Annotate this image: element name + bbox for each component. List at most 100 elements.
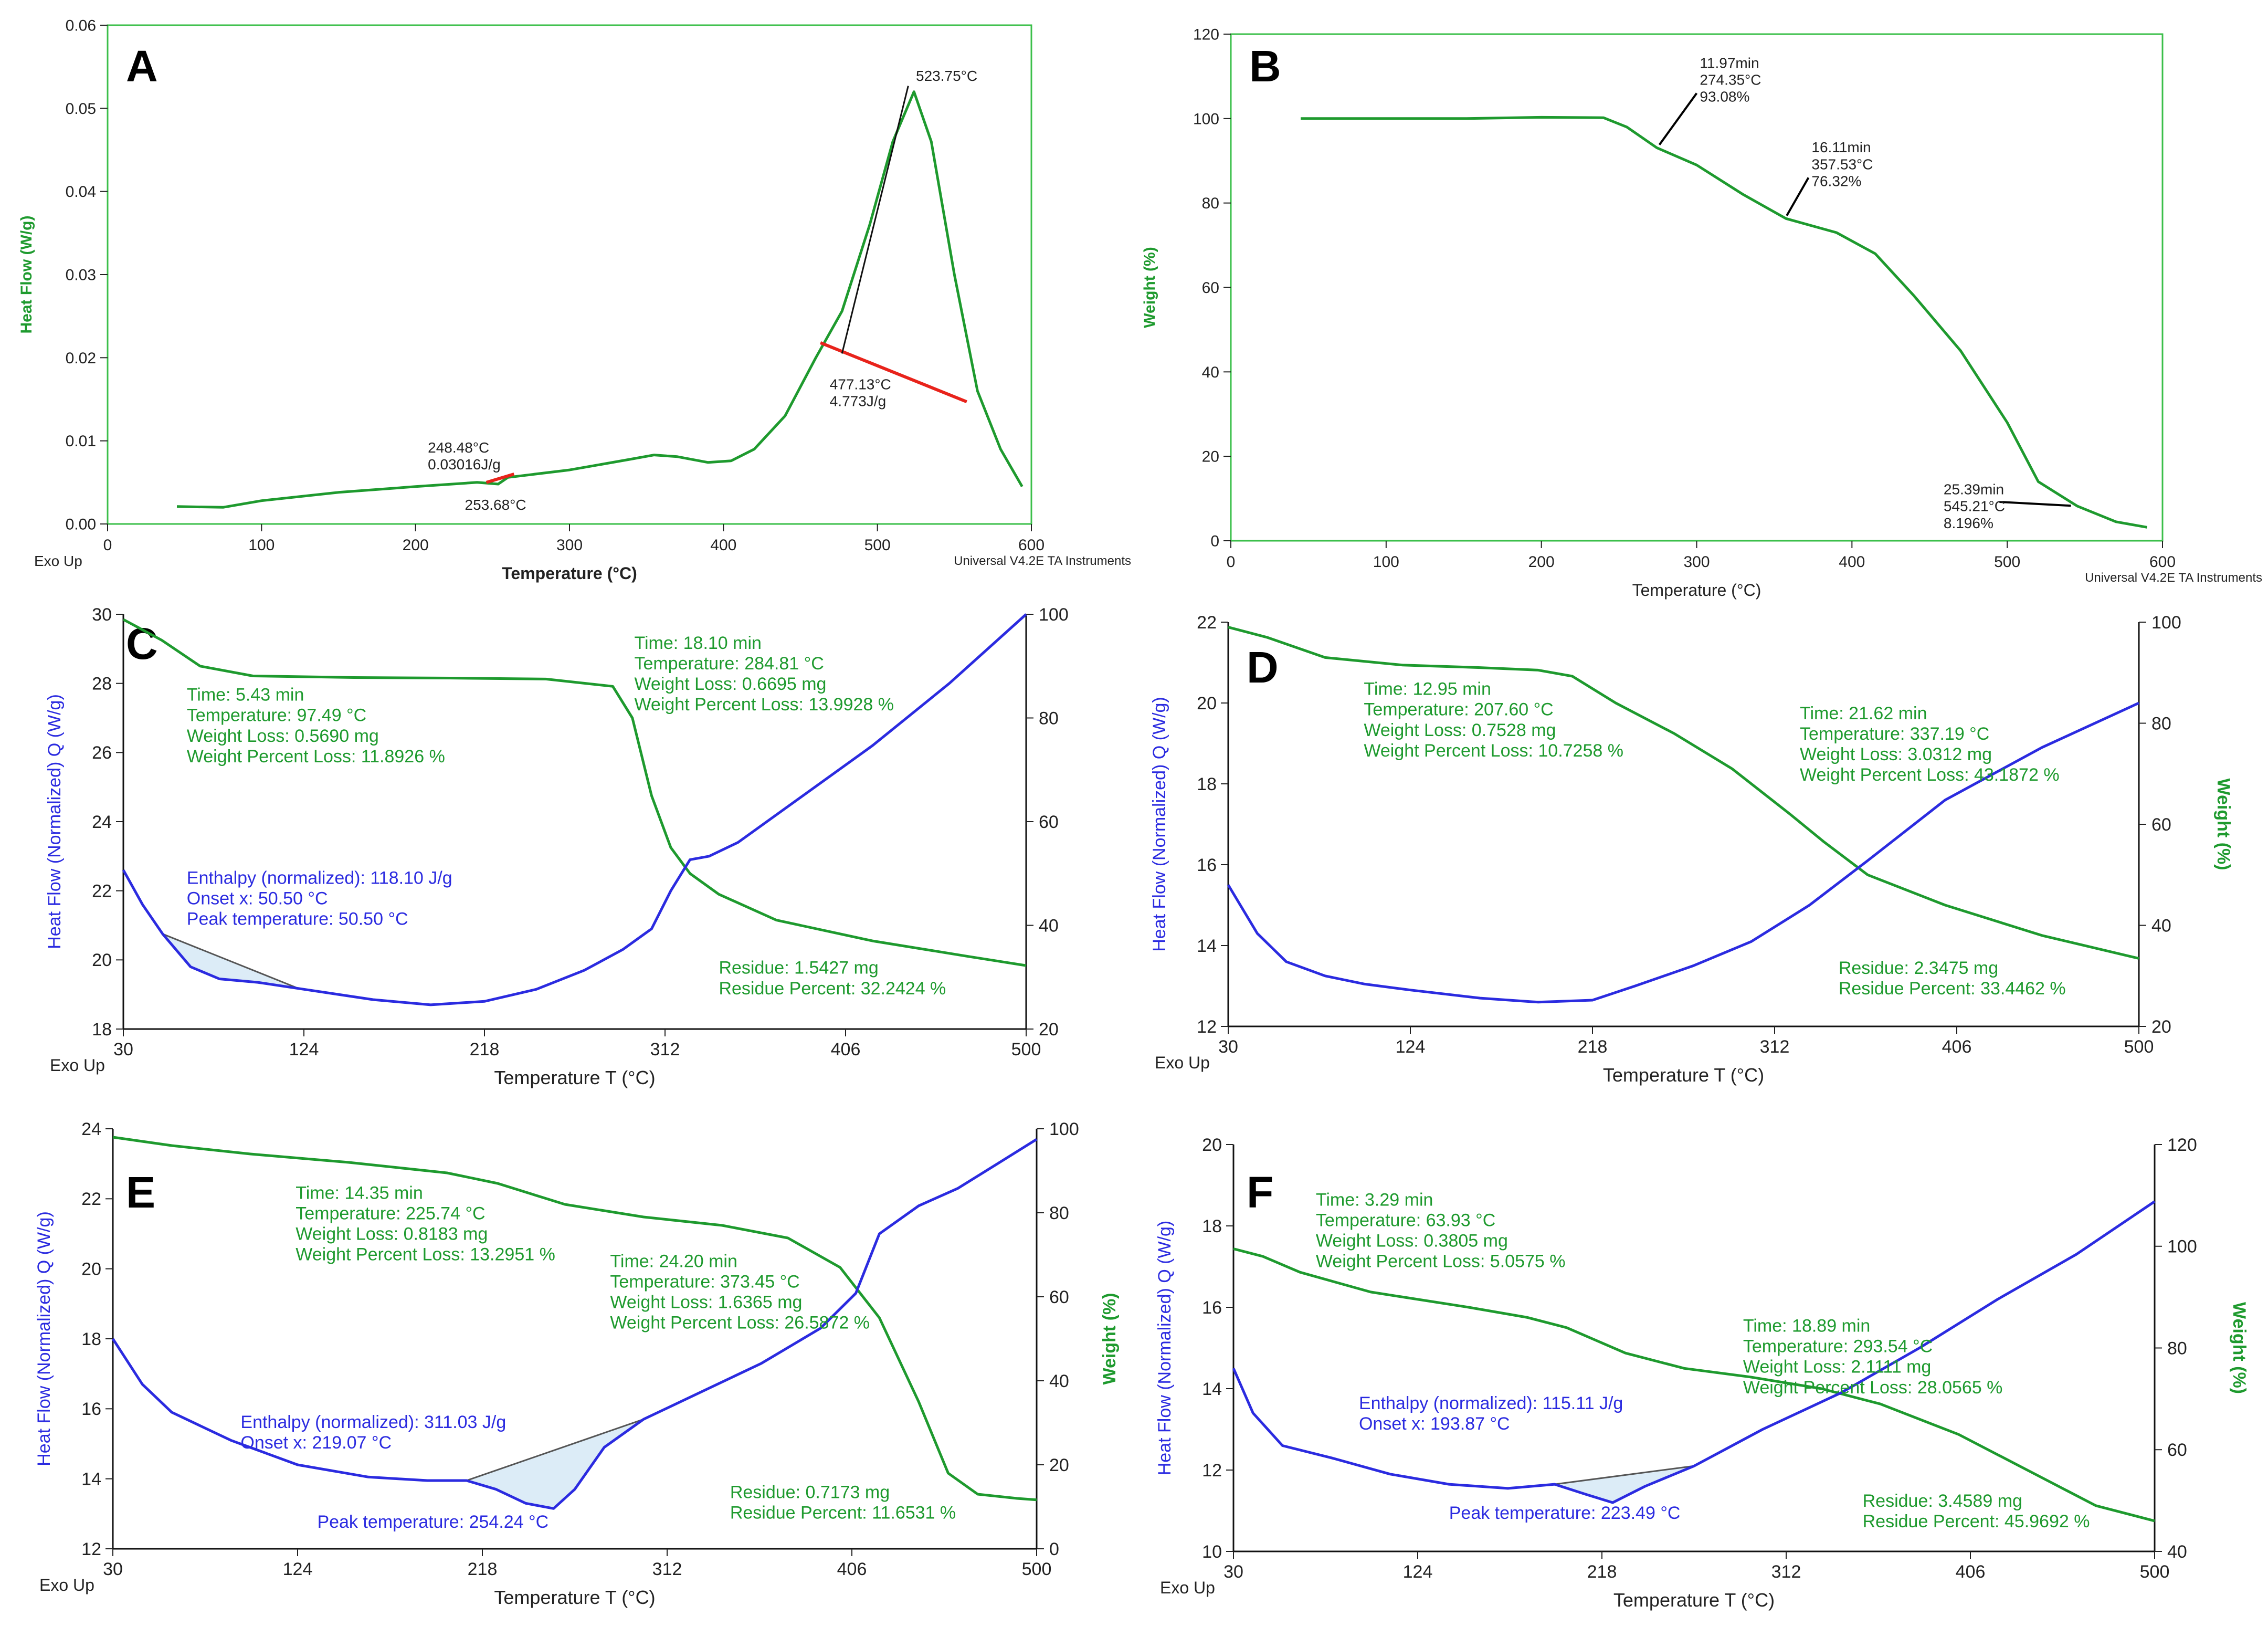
plot-frame (107, 24, 1032, 525)
panel-letter: D (1247, 643, 1279, 692)
panel-c: 30 124 218 312 406 500 18 20 22 24 26 28 30 20 40 60 80 1… (45, 605, 1069, 1088)
x-tick-label: 30 (1223, 1562, 1243, 1582)
y-tick-label: 0.01 (66, 433, 96, 450)
y-tick-label: 16 (81, 1399, 101, 1419)
y-tick-label: 20 (1202, 1135, 1222, 1155)
x-tick-label: 30 (113, 1040, 133, 1059)
y2-tick-label: 80 (2167, 1338, 2187, 1358)
annotation-text: Residue: 1.5427 mg (719, 958, 878, 978)
annotation-arrow (1658, 92, 1698, 145)
y2-axis-label: Weight (%) (1100, 1293, 1120, 1384)
annotation-arrow (1786, 177, 1810, 216)
annotation-text: Enthalpy (normalized): 118.10 J/g (187, 868, 452, 888)
y2-tick-label: 40 (2167, 1542, 2187, 1562)
y-axis-label: Heat Flow (Normalized) Q (W/g) (1155, 1221, 1175, 1476)
y-tick-label: 0.03 (66, 267, 96, 284)
annotation-text: 523.75°C (916, 68, 977, 84)
x-tick-label: 406 (831, 1040, 861, 1059)
annotation-text: Onset x: 193.87 °C (1359, 1414, 1510, 1434)
x-tick-label: 200 (1528, 553, 1555, 571)
annotation-text: Weight Loss: 1.6365 mg (610, 1293, 802, 1313)
series-weight (1233, 1247, 2155, 1523)
x-tick-label: 500 (1022, 1559, 1052, 1579)
exo-up-label: Exo Up (50, 1056, 105, 1075)
y-tick-label: 14 (1202, 1379, 1222, 1399)
annotation-text: Enthalpy (normalized): 115.11 J/g (1359, 1393, 1623, 1413)
y-axis-label: Heat Flow (Normalized) Q (W/g) (34, 1211, 54, 1466)
annotation-text: Time: 21.62 min (1800, 704, 1927, 723)
y2-tick-label: 0 (1049, 1539, 1059, 1559)
annotation-text: Temperature: 284.81 °C (634, 654, 824, 674)
x-tick-label: 312 (1771, 1562, 1801, 1582)
enthalpy-baseline (162, 933, 297, 989)
y-tick-label: 40 (1202, 364, 1219, 381)
y2-tick-label: 40 (2151, 916, 2171, 936)
panel-b: 0 100 200 300 400 500 600 0 20 40 60 80 100 120 Temper… (1141, 26, 2262, 600)
annotation-text: Onset x: 219.07 °C (240, 1433, 392, 1453)
y-tick-label: 18 (1202, 1216, 1222, 1236)
y-axis-label: Weight (%) (1141, 247, 1158, 328)
y2-tick-label: 80 (2151, 713, 2171, 733)
x-tick-label: 100 (1373, 553, 1399, 571)
x-tick-label: 30 (1218, 1037, 1238, 1057)
y-tick-label: 24 (92, 812, 112, 832)
y2-axis-label: Weight (%) (2213, 778, 2233, 870)
annotation-text: Time: 24.20 min (610, 1251, 737, 1271)
annotation-text: Temperature: 373.45 °C (610, 1272, 799, 1292)
x-tick-label: 30 (103, 1559, 123, 1579)
annotation-text: Weight Loss: 3.0312 mg (1800, 744, 1992, 764)
y-tick-label: 26 (92, 743, 112, 763)
y-tick-label: 0.00 (66, 516, 96, 533)
panel-letter: C (126, 619, 158, 668)
x-axis-label: Temperature T (°C) (494, 1587, 655, 1608)
panel-letter: A (126, 41, 158, 91)
x-tick-label: 218 (468, 1559, 498, 1579)
annotation-text: 545.21°C (1944, 498, 2005, 515)
x-tick-label: 312 (652, 1559, 682, 1579)
enthalpy-baseline (466, 1418, 644, 1482)
y-tick-label: 0.06 (66, 17, 96, 35)
x-axis-label: Temperature (°C) (502, 564, 637, 583)
annotation-text: 25.39min (1944, 481, 2004, 498)
annotation-text: Weight Loss: 0.5690 mg (187, 726, 379, 746)
y-tick-label: 60 (1202, 279, 1219, 297)
series-weight (122, 618, 1027, 967)
x-tick-label: 124 (1396, 1037, 1426, 1057)
panel-d: 30 124 218 312 406 500 12 14 16 18 20 22 20 40 60 80 100… (1149, 613, 2233, 1086)
x-tick-label: 500 (864, 537, 891, 554)
y-tick-label: 14 (81, 1470, 101, 1489)
enthalpy-area (1554, 1466, 1694, 1503)
y-tick-label: 18 (81, 1329, 101, 1349)
y-tick-label: 0.05 (66, 100, 96, 118)
annotation-text: Residue: 3.4589 mg (1863, 1491, 2022, 1511)
annotation-text: Temperature: 293.54 °C (1743, 1337, 1933, 1357)
y2-tick-label: 20 (1039, 1020, 1059, 1040)
small-peak-line (486, 473, 515, 484)
enthalpy-area (467, 1419, 644, 1509)
y-tick-label: 0.02 (66, 350, 96, 367)
x-tick-label: 406 (1956, 1562, 1986, 1582)
x-tick-label: 124 (283, 1559, 313, 1579)
annotation-text: Weight Percent Loss: 43.1872 % (1800, 765, 2060, 785)
y2-tick-label: 20 (2151, 1017, 2171, 1037)
annotation-text: Weight Percent Loss: 26.5872 % (610, 1313, 870, 1333)
annotation-text: Time: 14.35 min (296, 1183, 423, 1203)
annotation-text: Residue: 0.7173 mg (730, 1482, 890, 1502)
panel-a: 0 100 200 300 400 500 600 0.00 0.01 0.02 0.03 0.04 0… (18, 17, 1131, 583)
x-tick-label: 300 (1683, 553, 1710, 571)
y-tick-label: 18 (1197, 774, 1217, 794)
y-tick-label: 14 (1197, 936, 1217, 956)
series-heat-flow (1227, 701, 2140, 1004)
integration-line (820, 341, 967, 404)
annotation-text: 93.08% (1700, 89, 1749, 105)
annotation-text: Time: 12.95 min (1364, 679, 1491, 699)
x-tick-label: 312 (1760, 1037, 1790, 1057)
annotation-text: 16.11min (1811, 139, 1871, 155)
annotation-text: 4.773J/g (830, 393, 886, 410)
x-tick-label: 600 (2149, 553, 2176, 571)
annotation-text: Peak temperature: 254.24 °C (317, 1512, 548, 1532)
x-axis-label: Temperature (°C) (1632, 581, 1761, 600)
instrument-label: Universal V4.2E TA Instruments (954, 554, 1131, 568)
y2-tick-label: 100 (2151, 613, 2181, 633)
annotation-text: 8.196% (1944, 515, 1993, 531)
